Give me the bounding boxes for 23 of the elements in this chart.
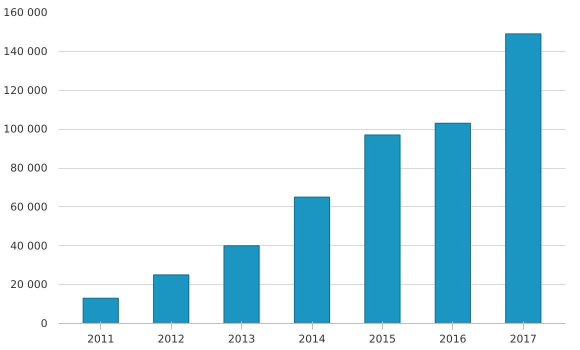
y-tick-label: 160 000 [3, 6, 48, 19]
x-tick-label: 2014 [298, 332, 326, 346]
y-tick-label: 100 000 [3, 122, 48, 136]
bar [82, 298, 119, 324]
x-tick-label: 2013 [228, 332, 256, 346]
y-tick-label: 120 000 [3, 84, 48, 97]
bar [364, 134, 401, 324]
bar [153, 274, 190, 324]
x-tick-label: 2012 [158, 332, 185, 346]
x-tick-label: 2017 [510, 332, 537, 346]
bar [223, 245, 260, 324]
bar [505, 33, 542, 324]
y-tick-label: 20 000 [10, 278, 48, 292]
x-tick-label: 2011 [87, 332, 114, 346]
bar [434, 122, 471, 324]
y-tick-label: 140 000 [3, 44, 48, 58]
y-tick-label: 80 000 [10, 162, 48, 174]
x-tick-label: 2015 [368, 332, 396, 346]
y-tick-label: 40 000 [10, 239, 48, 252]
bar [294, 196, 330, 324]
y-tick-label: 0 [40, 317, 48, 330]
x-tick-label: 2016 [439, 332, 467, 346]
y-tick-label: 60 000 [10, 200, 48, 214]
